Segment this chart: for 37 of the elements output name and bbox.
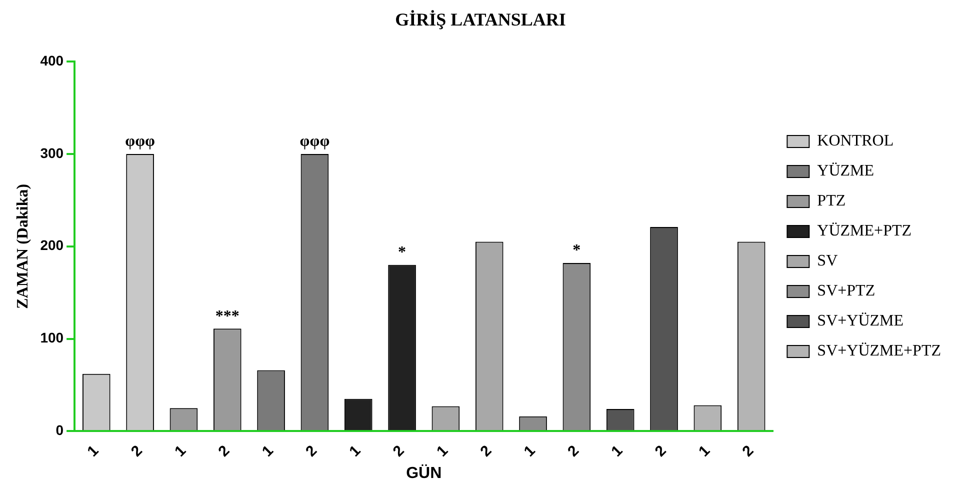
x-tick-label: 2 bbox=[215, 442, 234, 460]
data-label: φφφ bbox=[125, 133, 156, 150]
x-tick-label: 2 bbox=[564, 442, 582, 460]
x-tick-label: 1 bbox=[84, 442, 102, 460]
x-tick-label: 1 bbox=[696, 442, 714, 460]
legend-label: SV+YÜZME bbox=[817, 312, 904, 330]
x-tick-label: 2 bbox=[302, 442, 320, 460]
x-tick-label: 1 bbox=[608, 442, 626, 460]
y-tick-label: 200 bbox=[40, 237, 64, 254]
x-tick-label: 1 bbox=[172, 442, 190, 460]
legend-label: SV+PTZ bbox=[817, 282, 876, 300]
y-axis-title: ZAMAN (Dakika) bbox=[14, 184, 32, 309]
x-tick-label: 1 bbox=[434, 442, 452, 460]
x-tick-label: 2 bbox=[739, 442, 758, 460]
legend-label: YÜZME bbox=[817, 162, 874, 180]
y-tick-label: 300 bbox=[40, 144, 64, 161]
x-tick-label: 2 bbox=[652, 442, 670, 460]
legend-label: KONTROL bbox=[817, 132, 894, 150]
legend-label: SV+YÜZME+PTZ bbox=[817, 342, 941, 360]
y-tick-label: 100 bbox=[40, 330, 64, 346]
x-tick-label: 2 bbox=[477, 442, 496, 460]
x-tick-label: 2 bbox=[128, 442, 146, 460]
x-tick-label: 1 bbox=[520, 442, 539, 460]
legend-label: YÜZME+PTZ bbox=[817, 222, 912, 240]
x-tick-label: 2 bbox=[390, 442, 408, 460]
chart-title: GİRİŞ LATANSLARI bbox=[395, 9, 566, 30]
legend-label: SV bbox=[817, 252, 838, 270]
data-label: * bbox=[398, 244, 406, 262]
x-tick-label: 1 bbox=[346, 442, 364, 460]
data-label: * bbox=[572, 242, 581, 260]
data-label: *** bbox=[215, 308, 240, 325]
y-tick-label: 0 bbox=[56, 422, 64, 438]
x-tick-label: 1 bbox=[258, 442, 277, 460]
x-axis-title: GÜN bbox=[406, 464, 442, 482]
legend-label: PTZ bbox=[817, 192, 846, 210]
y-tick-label: 400 bbox=[40, 52, 64, 68]
data-label: φφφ bbox=[300, 133, 330, 150]
